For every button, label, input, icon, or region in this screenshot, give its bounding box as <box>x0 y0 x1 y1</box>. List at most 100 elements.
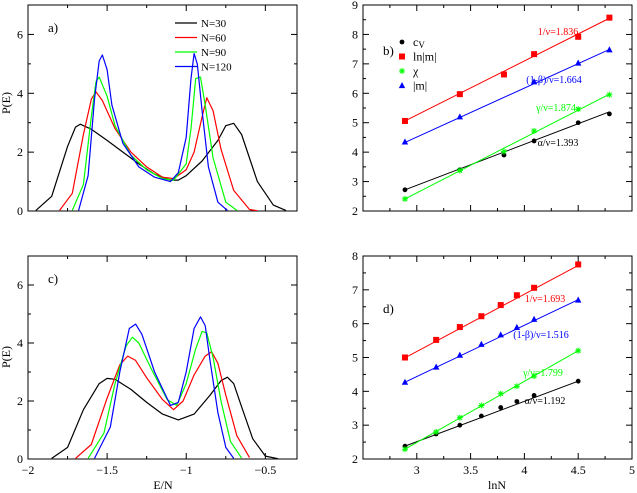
data-point <box>456 414 463 421</box>
data-point <box>456 113 464 120</box>
series-line-n60 <box>59 91 258 211</box>
x-tick-label: 3.5 <box>463 463 478 477</box>
data-point <box>478 340 485 347</box>
data-point <box>530 315 538 322</box>
data-point <box>401 195 408 202</box>
fit-annotation: α/ν=1.393 <box>538 138 579 149</box>
fit-annotation: (1-β)/ν=1.516 <box>513 330 569 341</box>
panel-label: d) <box>383 301 394 316</box>
data-point <box>478 413 484 419</box>
data-point <box>530 78 538 85</box>
data-point <box>456 324 463 331</box>
y-tick-label: 3 <box>352 418 358 432</box>
y-tick-label: 6 <box>17 278 23 292</box>
plot-area <box>51 316 279 459</box>
data-point <box>575 59 582 66</box>
data-point <box>478 402 485 409</box>
fit-annotation: γ/ν=1.874 <box>535 103 576 114</box>
fit-line <box>404 380 579 447</box>
y-tick-label: 4 <box>352 145 358 159</box>
y-tick-label: 4 <box>17 336 23 350</box>
data-point <box>575 120 581 126</box>
fit-line <box>404 111 610 191</box>
legend-label: χ <box>412 64 419 78</box>
plot-area <box>401 14 613 202</box>
y-axis-label: P(E) <box>0 92 13 114</box>
data-point <box>498 405 504 410</box>
legend-marker <box>398 82 406 89</box>
x-tick-label: −1 <box>180 463 193 477</box>
y-tick-label: 6 <box>352 317 358 331</box>
data-point <box>575 261 582 268</box>
data-point <box>433 428 440 435</box>
data-point <box>531 51 538 58</box>
fit-line <box>404 48 610 143</box>
panel-b: 2 3 4 5 6 7 8 9 b) α/ν=1.393 1/ν=1.836 γ/ν=1.874 (1-… <box>352 0 633 218</box>
data-point <box>433 336 440 343</box>
fit-annotation: 1/ν=1.693 <box>525 294 565 305</box>
data-point <box>513 292 520 299</box>
data-point <box>607 111 612 117</box>
data-point <box>456 167 463 174</box>
data-point <box>432 363 440 370</box>
legend-label: N=60 <box>201 33 227 45</box>
plot-frame <box>362 4 633 212</box>
data-point <box>513 323 521 330</box>
panel-label: b) <box>383 43 394 58</box>
legend-marker <box>399 39 405 45</box>
y-tick-label: 6 <box>17 27 23 41</box>
fit-line <box>404 350 579 450</box>
x-tick-label: 4 <box>521 463 527 477</box>
data-point <box>478 313 485 320</box>
panel-d: 3 3.5 4 4.5 5 2 3 4 5 6 7 8 lnN d) α/ν=1.192 1/ν=1.693 γ… <box>352 249 635 492</box>
data-point <box>457 422 463 428</box>
y-tick-label: 5 <box>352 351 358 365</box>
fit-line <box>404 93 610 200</box>
data-point <box>575 378 581 384</box>
plot-frame <box>27 255 298 460</box>
y-tick-label: 3 <box>352 175 358 189</box>
y-tick-label: 4 <box>17 86 23 100</box>
x-tick-label: −2 <box>22 463 35 477</box>
data-point <box>401 117 408 124</box>
y-tick-label: 0 <box>17 452 23 466</box>
legend-marker <box>399 68 405 74</box>
legend-marker <box>399 53 405 60</box>
y-tick-label: 6 <box>352 86 358 100</box>
series-line-n120 <box>78 53 228 211</box>
data-point <box>500 71 507 78</box>
data-point <box>501 152 507 158</box>
fit-annotation: α/ν=1.192 <box>525 396 566 407</box>
y-axis-label: P(E) <box>0 346 13 368</box>
legend: N=30 N=60 N=90 N=120 <box>175 18 232 74</box>
series-line-n90 <box>71 76 238 211</box>
legend-label: cV <box>413 35 425 50</box>
legend-label: N=120 <box>201 62 232 74</box>
series-line-n30 <box>51 376 279 459</box>
data-point <box>497 331 504 338</box>
panel-label: a) <box>48 20 58 35</box>
data-point <box>514 399 520 404</box>
data-point <box>606 14 613 21</box>
panel-c: −2 −1.5 −1 −0.5 0 2 4 6 P(E) E/N c) <box>0 255 298 492</box>
data-point <box>531 138 537 144</box>
data-point <box>402 187 408 193</box>
y-tick-label: 0 <box>17 204 23 218</box>
data-point <box>500 148 507 155</box>
series-line-n30 <box>35 122 287 211</box>
y-tick-label: 7 <box>352 57 358 71</box>
legend-label: N=30 <box>201 18 227 30</box>
data-point <box>401 138 409 145</box>
data-point <box>531 284 538 291</box>
data-point <box>531 127 538 134</box>
data-point <box>575 347 582 354</box>
data-point <box>513 383 520 390</box>
data-point <box>456 91 463 98</box>
y-tick-label: 8 <box>352 249 358 263</box>
x-tick-label: −1.5 <box>96 463 118 477</box>
y-tick-label: 7 <box>352 283 358 297</box>
x-tick-label: 4.5 <box>571 463 586 477</box>
fit-line <box>404 17 610 122</box>
